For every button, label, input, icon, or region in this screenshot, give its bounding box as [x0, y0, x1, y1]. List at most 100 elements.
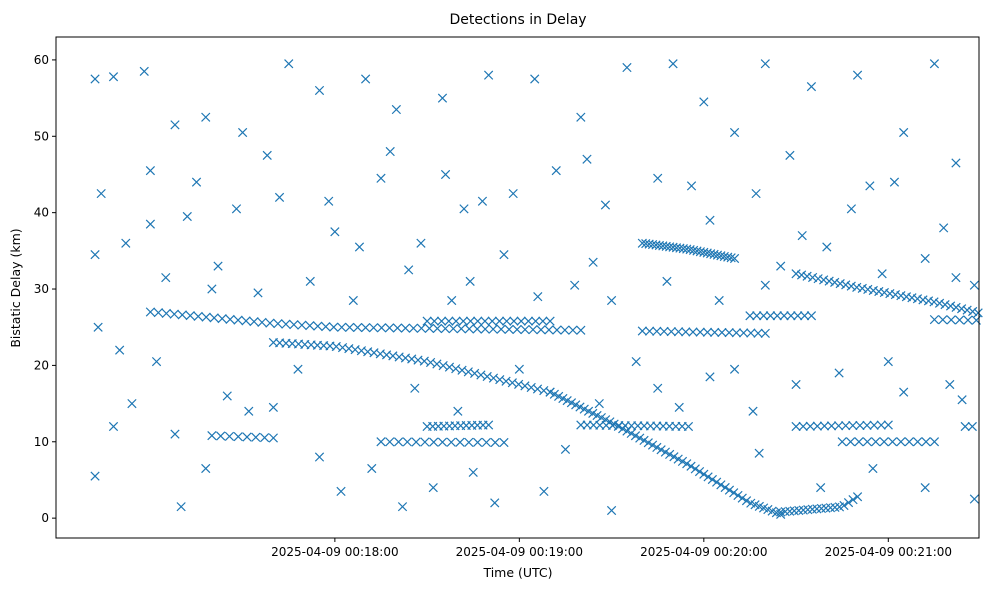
data-point [539, 385, 549, 396]
data-point [411, 437, 421, 447]
data-point [274, 192, 285, 203]
data-point [714, 295, 724, 306]
data-point [201, 112, 211, 122]
y-tick-label: 40 [34, 206, 49, 220]
y-tick-label: 20 [34, 358, 49, 372]
data-point [702, 327, 713, 337]
data-point [193, 311, 203, 322]
data-point [404, 265, 414, 275]
data-point [376, 437, 386, 447]
data-point [834, 421, 844, 431]
data-point [468, 467, 478, 477]
data-point [145, 219, 156, 229]
data-point [410, 383, 420, 393]
data-point [674, 402, 684, 413]
data-point [806, 82, 817, 92]
data-point [244, 406, 254, 416]
data-point [504, 324, 514, 335]
data-point [899, 387, 909, 397]
data-point [887, 437, 898, 447]
data-point [108, 421, 119, 432]
data-point [472, 437, 483, 447]
data-point [96, 188, 106, 199]
data-point [793, 311, 803, 321]
data-point [437, 93, 448, 103]
data-point [488, 324, 498, 334]
data-point [416, 238, 426, 248]
data-point [238, 127, 248, 138]
data-point [967, 421, 977, 432]
data-point [391, 104, 401, 115]
data-point [477, 196, 488, 206]
data-point [314, 452, 325, 462]
data-point [705, 215, 715, 225]
data-point [791, 379, 801, 390]
data-point [568, 325, 578, 335]
data-point [741, 496, 752, 506]
data-point [890, 290, 901, 300]
data-point [182, 211, 192, 222]
data-point [209, 313, 219, 323]
data-point [754, 448, 764, 458]
data-point [796, 270, 807, 280]
data-point [456, 324, 466, 334]
data-point [802, 271, 812, 281]
data-point [868, 285, 878, 296]
data-point [940, 300, 950, 310]
data-point [463, 367, 473, 377]
data-point [758, 311, 769, 321]
data-point [622, 426, 632, 436]
data-point [883, 420, 893, 430]
data-point [289, 320, 299, 330]
data-point [360, 74, 371, 84]
data-point [904, 437, 914, 447]
data-point [918, 295, 928, 305]
data-point [729, 364, 740, 374]
data-point [169, 309, 179, 319]
data-point [606, 505, 617, 516]
chart-title: Detections in Delay [449, 12, 586, 28]
data-point [436, 316, 447, 326]
data-point [682, 459, 692, 469]
data-point [448, 324, 458, 334]
data-point [469, 368, 480, 379]
data-point [284, 59, 294, 69]
data-point [855, 420, 865, 431]
data-point [509, 316, 519, 326]
data-point [929, 437, 940, 447]
data-point [652, 442, 662, 453]
data-point [213, 261, 223, 271]
data-point [201, 463, 211, 474]
data-point [920, 253, 930, 264]
data-point [652, 326, 662, 336]
data-point [956, 304, 967, 314]
data-point [251, 432, 261, 442]
data-point [324, 196, 334, 206]
data-point [639, 435, 649, 446]
data-point [868, 463, 878, 474]
data-point [879, 437, 889, 447]
data-point [879, 287, 889, 298]
data-point [647, 440, 658, 450]
data-point [631, 356, 641, 367]
data-point [819, 421, 830, 431]
data-point [673, 454, 683, 464]
data-point [865, 181, 875, 191]
data-point [699, 469, 709, 479]
data-point [536, 325, 546, 335]
y-tick-label: 50 [34, 129, 49, 143]
data-point [819, 275, 829, 285]
data-point [938, 315, 948, 325]
data-point [695, 327, 705, 337]
data-point [776, 509, 786, 519]
data-point [420, 437, 430, 447]
data-point [360, 322, 371, 333]
data-point [257, 317, 267, 327]
data-point [385, 437, 395, 447]
data-point [259, 433, 270, 443]
data-point [862, 420, 872, 430]
data-point [458, 316, 468, 326]
data-point [145, 307, 156, 317]
data-point [483, 70, 494, 80]
